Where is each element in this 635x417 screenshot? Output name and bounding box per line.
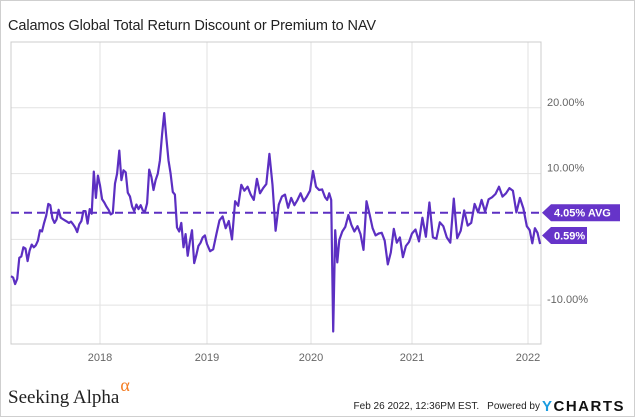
ycharts-logo: YCHARTS (542, 398, 625, 415)
x-axis-labels: 2018 2019 2020 2021 2022 (88, 352, 540, 364)
last-value-tag-shape (542, 227, 587, 245)
powered-by-text: Powered by (487, 401, 540, 412)
x-tick-label: 2021 (400, 352, 424, 364)
average-tag-shape (542, 204, 620, 222)
ycharts-logo-text: CHARTS (553, 398, 625, 415)
x-tick-label: 2018 (88, 352, 112, 364)
x-tick-label: 2019 (195, 352, 219, 364)
y-tick-label: -10.00% (547, 294, 588, 306)
timestamp: Feb 26 2022, 12:36PM EST. (353, 401, 480, 412)
ycharts-y-icon: Y (541, 398, 554, 415)
x-tick-label: 2022 (516, 352, 540, 364)
x-tick-label: 2020 (299, 352, 323, 364)
y-axis-labels: 20.00% 10.00% -10.00% (547, 97, 588, 306)
y-tick-label: 10.00% (547, 163, 585, 175)
last-value-tag-label: 0.59% (554, 231, 585, 243)
footer: Feb 26 2022, 12:36PM EST. Powered by YCH… (354, 398, 625, 415)
average-tag: 4.05% AVG (542, 204, 620, 222)
seeking-alpha-text: Seeking Alpha (8, 387, 120, 408)
gridlines (11, 42, 541, 344)
alpha-symbol-icon: α (120, 375, 130, 395)
average-tag-label: 4.05% AVG (554, 208, 611, 220)
last-value-tag: 0.59% (542, 227, 587, 245)
y-tick-label: 20.00% (547, 97, 585, 109)
plot-border (10, 41, 542, 345)
seeking-alpha-logo: Seeking Alphaα (8, 375, 130, 409)
chart-title: Calamos Global Total Return Discount or … (8, 18, 376, 34)
series-line (10, 112, 542, 333)
